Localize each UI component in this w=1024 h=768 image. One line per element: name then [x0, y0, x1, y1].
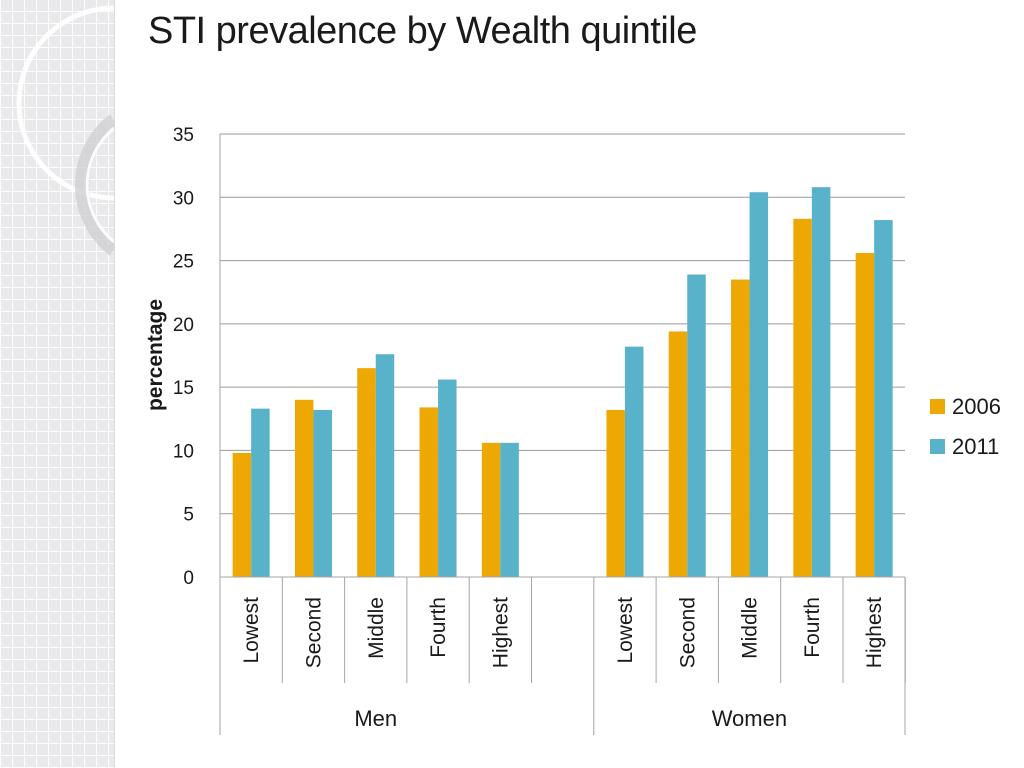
y-tick-label: 0 — [183, 568, 194, 589]
bar-men-lowest-2006 — [232, 452, 252, 577]
bar-women-lowest-2011 — [624, 346, 644, 577]
slide-title: STI prevalence by Wealth quintile — [148, 10, 697, 52]
bar-women-fourth-2006 — [793, 218, 812, 577]
category-label: Lowest — [614, 597, 637, 664]
legend-swatch-2006 — [930, 399, 945, 414]
category-label: Second — [676, 597, 699, 668]
y-tick-label: 15 — [173, 378, 194, 399]
category-label: Second — [302, 597, 325, 668]
category-label: Middle — [739, 597, 762, 659]
bar-women-second-2011 — [687, 274, 706, 577]
bar-men-second-2011 — [313, 409, 332, 577]
decorative-rings-graphic — [16, 5, 114, 256]
bar-women-lowest-2006 — [606, 409, 625, 577]
y-tick-label: 20 — [173, 315, 194, 336]
y-tick-label: 30 — [173, 188, 194, 209]
y-axis-label: percentage — [144, 299, 167, 411]
bar-men-middle-2011 — [375, 354, 395, 577]
bar-men-middle-2006 — [357, 368, 376, 577]
bar-women-middle-2006 — [731, 279, 750, 577]
y-tick-label: 5 — [183, 505, 194, 526]
category-label: Lowest — [240, 597, 263, 664]
legend-label-2011: 2011 — [952, 434, 999, 459]
y-tick-label: 10 — [173, 441, 194, 462]
group-label-men: Men — [354, 706, 397, 731]
bar-women-highest-2006 — [855, 252, 875, 577]
decorative-side-panel — [0, 0, 115, 768]
bar-men-highest-2006 — [481, 442, 501, 577]
bar-women-second-2006 — [668, 331, 688, 577]
bar-men-second-2006 — [294, 399, 314, 577]
bar-men-lowest-2011 — [251, 408, 270, 577]
legend-swatch-2011 — [930, 439, 945, 454]
category-label: Fourth — [801, 597, 824, 658]
bar-women-middle-2011 — [749, 192, 769, 578]
bar-men-fourth-2006 — [419, 407, 439, 577]
bar-women-fourth-2011 — [811, 187, 831, 577]
category-label: Middle — [365, 597, 388, 659]
legend-label-2006: 2006 — [952, 394, 1001, 419]
bar-men-highest-2011 — [500, 442, 519, 577]
y-tick-label: 25 — [173, 252, 194, 273]
y-tick-label: 35 — [173, 125, 194, 146]
category-label: Fourth — [427, 597, 450, 658]
bar-women-highest-2011 — [874, 220, 893, 577]
bar-men-fourth-2011 — [438, 379, 457, 577]
category-label: Highest — [863, 597, 886, 668]
group-label-women: Women — [712, 706, 787, 731]
category-label: Highest — [489, 597, 512, 668]
